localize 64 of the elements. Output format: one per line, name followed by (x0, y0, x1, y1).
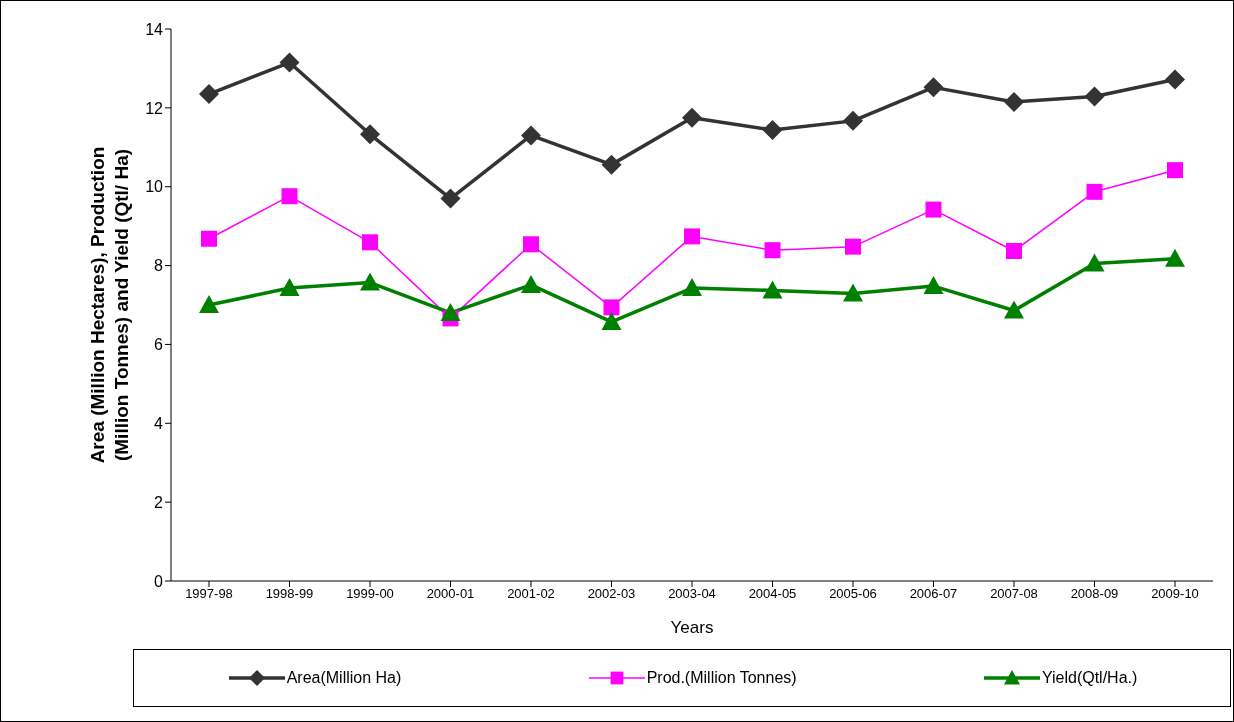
x-tick-label: 2000-01 (426, 586, 475, 602)
y-tick-label: 14 (145, 20, 164, 38)
point (1167, 162, 1183, 179)
point (601, 154, 622, 175)
point (360, 124, 380, 145)
y-tick-label: 6 (154, 336, 164, 354)
point (762, 280, 783, 299)
point (199, 84, 219, 105)
point (440, 188, 461, 209)
point (923, 77, 944, 98)
point (1086, 183, 1103, 200)
x-tick-label: 2008-09 (1070, 586, 1119, 602)
point (925, 201, 942, 218)
point (1004, 91, 1024, 112)
point (521, 274, 541, 293)
point (1165, 248, 1185, 267)
point (521, 125, 541, 146)
point (201, 230, 217, 247)
x-tick-label: 2004-05 (748, 586, 797, 602)
point (279, 52, 300, 73)
y-tick-label: 8 (154, 257, 164, 275)
x-tick-label: 1999-00 (346, 586, 394, 602)
point (843, 110, 863, 131)
point (601, 311, 622, 330)
point (682, 278, 702, 297)
y-tick-label: 2 (154, 493, 164, 511)
point (362, 234, 378, 251)
x-tick-label: 2007-08 (990, 586, 1038, 602)
x-tick-label: 2005-06 (829, 586, 877, 602)
point (1006, 242, 1022, 259)
y-tick-label: 4 (154, 414, 164, 432)
x-tick-label: 2006-07 (909, 586, 958, 602)
point (923, 276, 944, 295)
point (440, 302, 461, 321)
point (281, 188, 298, 205)
point (1084, 86, 1105, 107)
point (762, 119, 783, 140)
point (764, 242, 781, 259)
point (1084, 253, 1105, 272)
point (1165, 69, 1185, 90)
point (279, 278, 300, 297)
legend-label: Prod.(Million Tonnes) (646, 669, 797, 687)
x-tick-label: 2002-03 (587, 586, 636, 602)
point (1004, 300, 1024, 319)
legend-label: Area(Million Ha) (286, 669, 402, 687)
x-tick-label: 2003-04 (668, 586, 716, 602)
x-tick-label: 1997-98 (185, 586, 233, 602)
x-tick-label: 2001-02 (507, 586, 555, 602)
point (603, 299, 620, 316)
y-tick-label: 10 (145, 178, 164, 196)
x-axis-title: Years (670, 618, 714, 637)
point (199, 295, 219, 313)
y-tick-label: 12 (145, 99, 164, 117)
point (523, 236, 539, 253)
x-tick-label: 2009-10 (1151, 586, 1199, 602)
y-axis-title: Area (Million Hectares), Production (Million Tonnes) and Yield (Qtl/ Ha) (87, 146, 132, 464)
point (843, 283, 863, 302)
x-tick-label: 1998-99 (265, 586, 314, 602)
point (682, 107, 702, 128)
legend-label: Yield(Qtl/Ha.) (1041, 669, 1138, 687)
point (845, 238, 861, 255)
point (360, 272, 380, 291)
y-tick-label: 0 (154, 572, 164, 590)
point (684, 228, 700, 245)
